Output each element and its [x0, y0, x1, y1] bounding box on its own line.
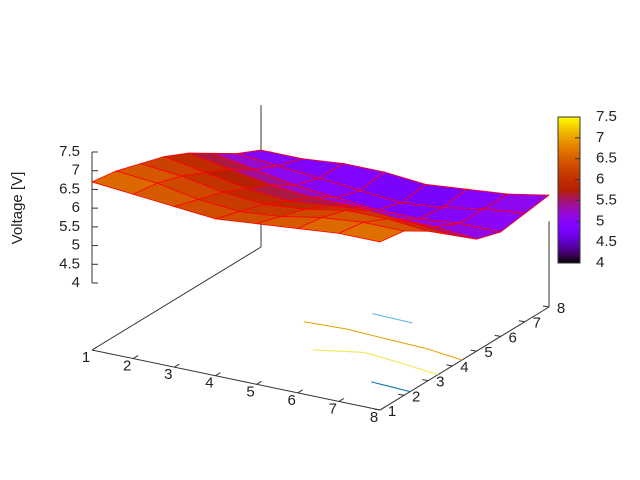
colorbar-tick-label: 6	[596, 171, 604, 188]
x-axis-line	[91, 349, 381, 411]
colorbar-tick-label: 7	[596, 129, 604, 146]
y-tick-label: 8	[557, 300, 565, 317]
contour-line	[370, 381, 411, 393]
surface-cell	[337, 221, 406, 243]
colorbar-tick-label: 6.5	[596, 150, 617, 167]
y-tick	[470, 349, 477, 352]
z-tick-label: 7	[72, 162, 80, 179]
z-tick-label: 7.5	[59, 143, 80, 160]
y-tick	[373, 408, 381, 411]
x-tick	[297, 389, 303, 394]
z-tick-label: 4	[72, 274, 80, 291]
x-tick-label: 7	[329, 400, 337, 417]
x-tick	[256, 380, 262, 385]
x-tick-label: 5	[246, 383, 254, 400]
y-tick-label: 2	[412, 388, 420, 405]
x-tick	[174, 363, 180, 368]
x-tick-label: 8	[370, 409, 378, 426]
colorbar	[557, 116, 581, 264]
y-tick-label: 5	[484, 344, 492, 361]
contour-line	[346, 328, 387, 340]
contour-line	[372, 313, 413, 324]
y-axis-line	[379, 306, 550, 411]
x-tick	[91, 346, 98, 351]
x-tick	[215, 372, 221, 377]
y-tick	[422, 379, 429, 382]
contour-line	[312, 349, 365, 353]
x-tick	[338, 397, 345, 402]
x-tick-label: 3	[164, 366, 172, 383]
x-tick-label: 4	[205, 375, 213, 392]
x-tick	[132, 355, 139, 360]
y-tick-label: 1	[388, 403, 396, 420]
z-tick-label: 4.5	[59, 255, 80, 272]
colorbar-tick-label: 4	[596, 254, 604, 271]
y-tick	[494, 334, 501, 337]
y-tick	[398, 393, 405, 396]
z-tick-label: 6.5	[59, 180, 80, 197]
x-tick-label: 2	[123, 358, 131, 375]
colorbar-tick-label: 7.5	[596, 108, 617, 125]
contour-line	[386, 338, 426, 349]
x-tick-label: 6	[288, 392, 296, 409]
y-tick-label: 6	[509, 329, 517, 346]
z-tick-label: 5	[72, 237, 80, 254]
x-tick	[379, 406, 386, 411]
y-tick	[542, 305, 550, 308]
contour-line	[363, 351, 402, 364]
base-edge	[91, 246, 262, 351]
y-tick-label: 4	[460, 359, 468, 376]
z-axis-label: Voltage [V]	[9, 172, 26, 245]
x-tick-label: 1	[82, 349, 90, 366]
contour-line	[401, 362, 439, 376]
y-tick-label: 3	[436, 374, 444, 391]
colorbar-tick-label: 5	[596, 212, 604, 229]
colorbar-tick-label: 4.5	[596, 233, 617, 250]
y-tick	[446, 364, 453, 367]
y-tick-label: 7	[533, 315, 541, 332]
contour-line	[303, 321, 348, 330]
colorbar-tick-label: 5.5	[596, 191, 617, 208]
z-tick-label: 6	[72, 199, 80, 216]
y-tick	[518, 320, 525, 323]
contour-line	[425, 347, 463, 361]
z-tick-label: 5.5	[59, 218, 80, 235]
